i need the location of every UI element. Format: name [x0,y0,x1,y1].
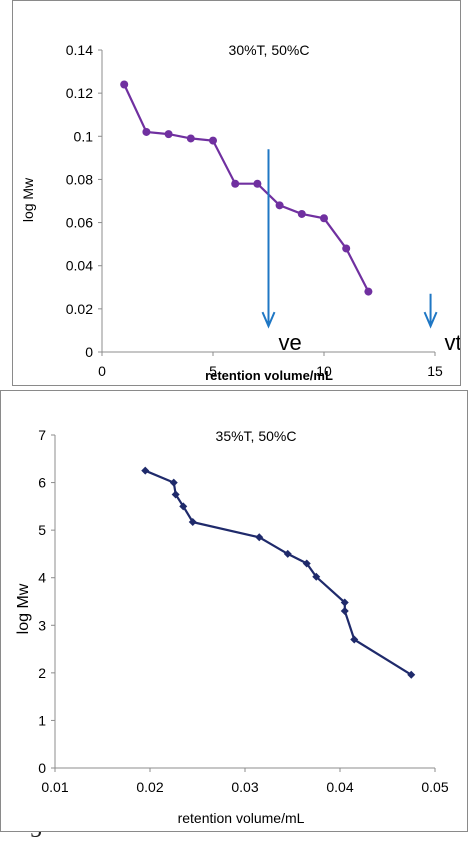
x-tick-label: 0.05 [421,779,448,795]
data-point [120,80,129,89]
y-tick-label: 5 [38,522,46,538]
data-point [340,607,349,616]
y-tick-label: 0.08 [66,171,93,187]
data-point [188,518,197,527]
y-tick-label: 4 [38,570,46,586]
data-point [297,209,306,218]
data-point [253,179,262,188]
chart-35t-50c: 0 1 2 3 4 5 6 7 0.01 0.02 0.03 0.04 0.05 35%T, 50%C re… [15,427,449,826]
data-point [255,533,264,542]
y-tick-label: 0.06 [66,215,93,231]
y-tick-label: 0.14 [66,42,93,58]
chart-30t-50c: 0 0.02 0.04 0.06 0.08 0.1 0.12 0.14 0 5 10 15 30%T, … [20,42,460,383]
chart-panel-35t: 0 1 2 3 4 5 6 7 0.01 0.02 0.03 0.04 0.05 35%T, 50%C re… [0,390,468,832]
x-tick-label: 0.04 [326,779,353,795]
annotation-label: ve [279,330,302,355]
y-tick-label: 2 [38,665,46,681]
y-tick-label: 0.1 [74,128,94,144]
data-point [350,635,359,644]
x-tick-label: 0.02 [136,779,163,795]
data-point [312,572,321,581]
x-tick-label: 10 [316,363,332,379]
y-tick-label: 3 [38,617,46,633]
annotation-label: vt [445,330,460,355]
data-point [283,549,292,558]
y-tick-label: 0.02 [66,301,93,317]
y-axis-label: log Mw [20,177,36,222]
data-point [364,287,373,296]
data-point [320,214,328,223]
y-tick-label: 7 [38,427,46,443]
data-point [171,490,180,499]
chart-title: 30%T, 50%C [229,42,310,58]
x-tick-label: 0.03 [231,779,258,795]
y-tick-label: 0 [38,760,46,776]
chart-title: 35%T, 50%C [216,428,297,444]
y-tick-label: 0 [85,344,93,360]
annotation-arrow-head [423,311,438,329]
data-point [142,127,151,136]
data-point [164,130,173,139]
x-tick-label: 15 [427,363,443,379]
y-tick-label: 0.12 [66,85,93,101]
y-axis-label: log Mw [15,583,32,634]
series-line [123,84,370,293]
annotation-arrow-head [261,311,276,329]
x-tick-label: 0 [98,363,106,379]
data-point [302,559,311,568]
data-point [342,244,351,253]
series-line [144,469,412,676]
x-axis-label: retention volume/mL [205,368,333,383]
data-point [275,201,284,210]
data-point [407,670,416,679]
chart-panel-30t: 0 0.02 0.04 0.06 0.08 0.1 0.12 0.14 0 5 10 15 30%T, … [12,0,461,386]
y-tick-label: 1 [38,712,46,728]
x-tick-label: 0.01 [41,779,68,795]
data-point [169,478,178,487]
data-point [186,134,195,143]
y-tick-label: 0.04 [66,258,93,274]
data-point [179,502,188,511]
data-point [209,136,217,145]
x-axis-label: retention volume/mL [178,810,305,826]
data-point [231,179,240,188]
data-point [340,598,349,607]
x-tick-label: 5 [209,363,217,379]
y-tick-label: 6 [38,475,46,491]
data-point [141,466,150,475]
